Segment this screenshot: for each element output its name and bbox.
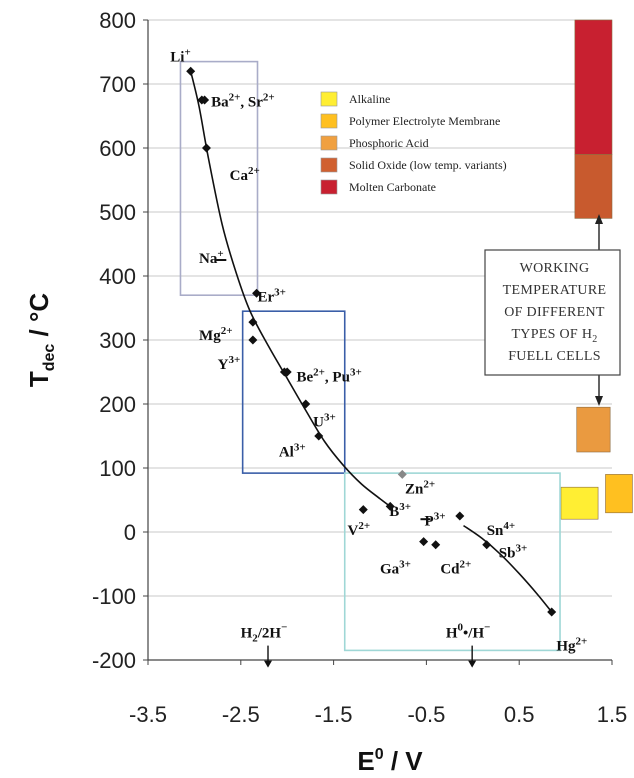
data-point-2 — [200, 95, 210, 105]
legend-label-3: Solid Oxide (low temp. variants) — [349, 158, 507, 172]
data-point-0 — [186, 66, 196, 76]
ion-label-6: Y3+ — [218, 354, 241, 373]
data-point-15 — [419, 537, 429, 547]
redox-label-1: H0•/H− — [446, 622, 491, 642]
x-tick-label-4: 0.5 — [504, 702, 535, 727]
x-tick-label-2: -1.5 — [315, 702, 353, 727]
data-point-6 — [248, 335, 258, 345]
region-box-1 — [241, 310, 346, 474]
ion-label-14: Sn4+ — [487, 520, 515, 539]
info-box-line-4: FUELL CELLS — [508, 349, 601, 364]
y-tick-label-0: 800 — [99, 8, 136, 33]
redox-arrowhead-0 — [264, 660, 272, 668]
ion-label-4: Er3+ — [258, 287, 286, 306]
ion-label-13: P3+ — [425, 511, 446, 530]
info-box-line-3: TYPES OF H2 — [511, 327, 597, 345]
y-tick-label-7: 100 — [99, 456, 136, 481]
region-box-0 — [179, 60, 259, 297]
ion-label-2: Ca2+ — [230, 165, 260, 184]
ion-label-17: Cd2+ — [440, 559, 471, 578]
ion-label-3: Na+ — [199, 248, 224, 267]
ion-label-10: Zn2+ — [405, 479, 435, 498]
region-boxes — [179, 60, 561, 652]
data-point-12 — [358, 505, 368, 515]
data-point-13 — [385, 501, 395, 511]
data-point-3 — [201, 143, 211, 153]
fuel-cell-bar-3 — [560, 486, 599, 520]
fuel-cell-bar-1 — [574, 154, 613, 219]
legend: Alkaline Polymer Electrolyte Membrane Phos… — [320, 91, 507, 195]
x-axis-title: E0 / V — [357, 746, 423, 776]
data-point-11 — [314, 431, 324, 441]
legend-swatch-3 — [320, 157, 338, 173]
data-point-18 — [455, 511, 465, 521]
ion-label-11: B3+ — [389, 501, 411, 520]
plot-frame — [143, 19, 613, 665]
ion-label-5: Mg2+ — [199, 325, 232, 344]
ion-labels: Li+ Ba2+, Sr2+ Ca2+ Na+ Er3+ Mg2+ Y3+ Be2+, Pu3… — [170, 47, 587, 655]
y-tick-label-1: 700 — [99, 72, 136, 97]
legend-swatch-0 — [320, 91, 338, 107]
legend-swatch-4 — [320, 179, 338, 195]
ion-label-16: Ga3+ — [380, 559, 411, 578]
ion-label-0: Li+ — [170, 47, 190, 66]
ion-label-12: V2+ — [348, 520, 371, 539]
info-box-line-2: OF DIFFERENT — [504, 305, 605, 320]
data-point-16 — [431, 540, 441, 550]
y-tick-label-10: -200 — [92, 648, 136, 673]
info-box-line-0: WORKING — [520, 261, 590, 276]
region-box-2 — [343, 472, 561, 652]
legend-label-2: Phosphoric Acid — [349, 136, 429, 150]
data-point-9 — [282, 367, 292, 377]
data-points — [186, 66, 557, 617]
trend-curves — [189, 71, 553, 613]
redox-annotations: H2/2H− H0•/H− — [241, 622, 491, 668]
trend-curve-tail — [463, 524, 553, 613]
ion-label-9: Al3+ — [279, 441, 306, 460]
info-box-line-1: TEMPERATURE — [503, 283, 607, 298]
legend-swatch-2 — [320, 135, 338, 151]
info-box: WORKING TEMPERATURE OF DIFFERENT TYPES OF H… — [484, 214, 621, 406]
legend-label-1: Polymer Electrolyte Membrane — [349, 114, 500, 128]
axis-titles: E0 / V Tdec / °C — [24, 293, 423, 776]
ion-label-8: U3+ — [313, 411, 336, 430]
tick-labels: 800 700 600 500 400 300 200 100 0 -100 -200 -3.5 -2.… — [92, 8, 627, 727]
fuel-cell-bar-0 — [574, 19, 613, 155]
info-box-frame — [484, 249, 621, 376]
y-axis-title: Tdec / °C — [24, 293, 58, 388]
y-tick-label-9: -100 — [92, 584, 136, 609]
ion-label-7: Be2+, Pu3+ — [296, 367, 361, 386]
y-tick-label-4: 400 — [99, 264, 136, 289]
y-tick-label-2: 600 — [99, 136, 136, 161]
fuel-cell-bar-2 — [576, 406, 611, 453]
fuel-cell-bar-4 — [605, 474, 633, 514]
fuel-cell-bars — [560, 19, 633, 520]
redox-label-0: H2/2H− — [241, 622, 288, 645]
x-tick-label-0: -3.5 — [129, 702, 167, 727]
data-point-7 — [252, 288, 262, 298]
trend-curve-main — [189, 71, 391, 508]
data-point-19 — [482, 540, 492, 550]
data-point-20 — [547, 607, 557, 617]
legend-label-4: Molten Carbonate — [349, 180, 436, 194]
x-tick-label-3: -0.5 — [407, 702, 445, 727]
data-point-5 — [248, 317, 258, 327]
y-tick-label-3: 500 — [99, 200, 136, 225]
legend-swatch-1 — [320, 113, 338, 129]
y-tick-label-5: 300 — [99, 328, 136, 353]
info-arrowhead-up — [595, 214, 603, 224]
info-arrowhead-down — [595, 396, 603, 406]
x-tick-label-5: 1.5 — [597, 702, 628, 727]
redox-arrowhead-1 — [468, 660, 477, 668]
legend-label-0: Alkaline — [349, 92, 390, 106]
data-point-14 — [397, 469, 407, 479]
ion-label-15: Sb3+ — [499, 543, 527, 562]
y-tick-label-6: 200 — [99, 392, 136, 417]
ion-label-18: Hg2+ — [556, 635, 587, 654]
x-tick-label-1: -2.5 — [222, 702, 260, 727]
y-tick-label-8: 0 — [124, 520, 136, 545]
data-point-10 — [301, 399, 311, 409]
ion-label-1: Ba2+, Sr2+ — [211, 91, 275, 110]
